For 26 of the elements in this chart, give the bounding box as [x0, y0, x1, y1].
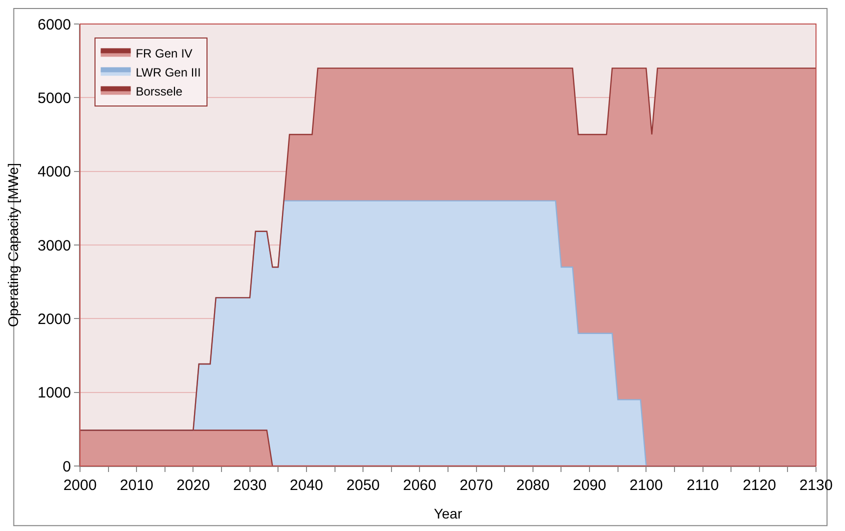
x-tick-label: 2030: [233, 477, 267, 494]
x-tick-label: 2020: [176, 477, 210, 494]
x-tick-label: 2040: [290, 477, 324, 494]
y-tick-label: 4000: [38, 164, 71, 181]
x-tick-label: 2100: [629, 477, 663, 494]
legend-label: FR Gen IV: [136, 46, 192, 60]
y-tick-label: 0: [62, 458, 71, 476]
legend-label: Borssele: [136, 84, 183, 98]
y-tick-label: 1000: [38, 384, 71, 402]
x-tick-label: 2060: [403, 477, 436, 494]
y-tick-label: 6000: [38, 16, 71, 34]
legend-label: LWR Gen III: [136, 65, 201, 80]
y-tick-label: 3000: [38, 237, 71, 254]
x-tick-label: 2080: [516, 477, 550, 494]
x-tick-label: 2010: [120, 477, 154, 494]
x-tick-label: 2090: [572, 477, 606, 494]
y-tick-label: 5000: [38, 90, 71, 107]
x-tick-label: 2070: [460, 477, 493, 494]
y-tick-label: 2000: [38, 310, 71, 328]
x-tick-label: 2130: [799, 477, 833, 494]
y-axis-title: Operating Capacity [MWe]: [5, 163, 22, 327]
x-tick-label: 2120: [742, 477, 776, 494]
x-tick-label: 2000: [63, 477, 97, 494]
x-tick-label: 2050: [346, 477, 380, 494]
x-axis-title: Year: [434, 505, 462, 522]
x-tick-label: 2110: [686, 477, 719, 494]
